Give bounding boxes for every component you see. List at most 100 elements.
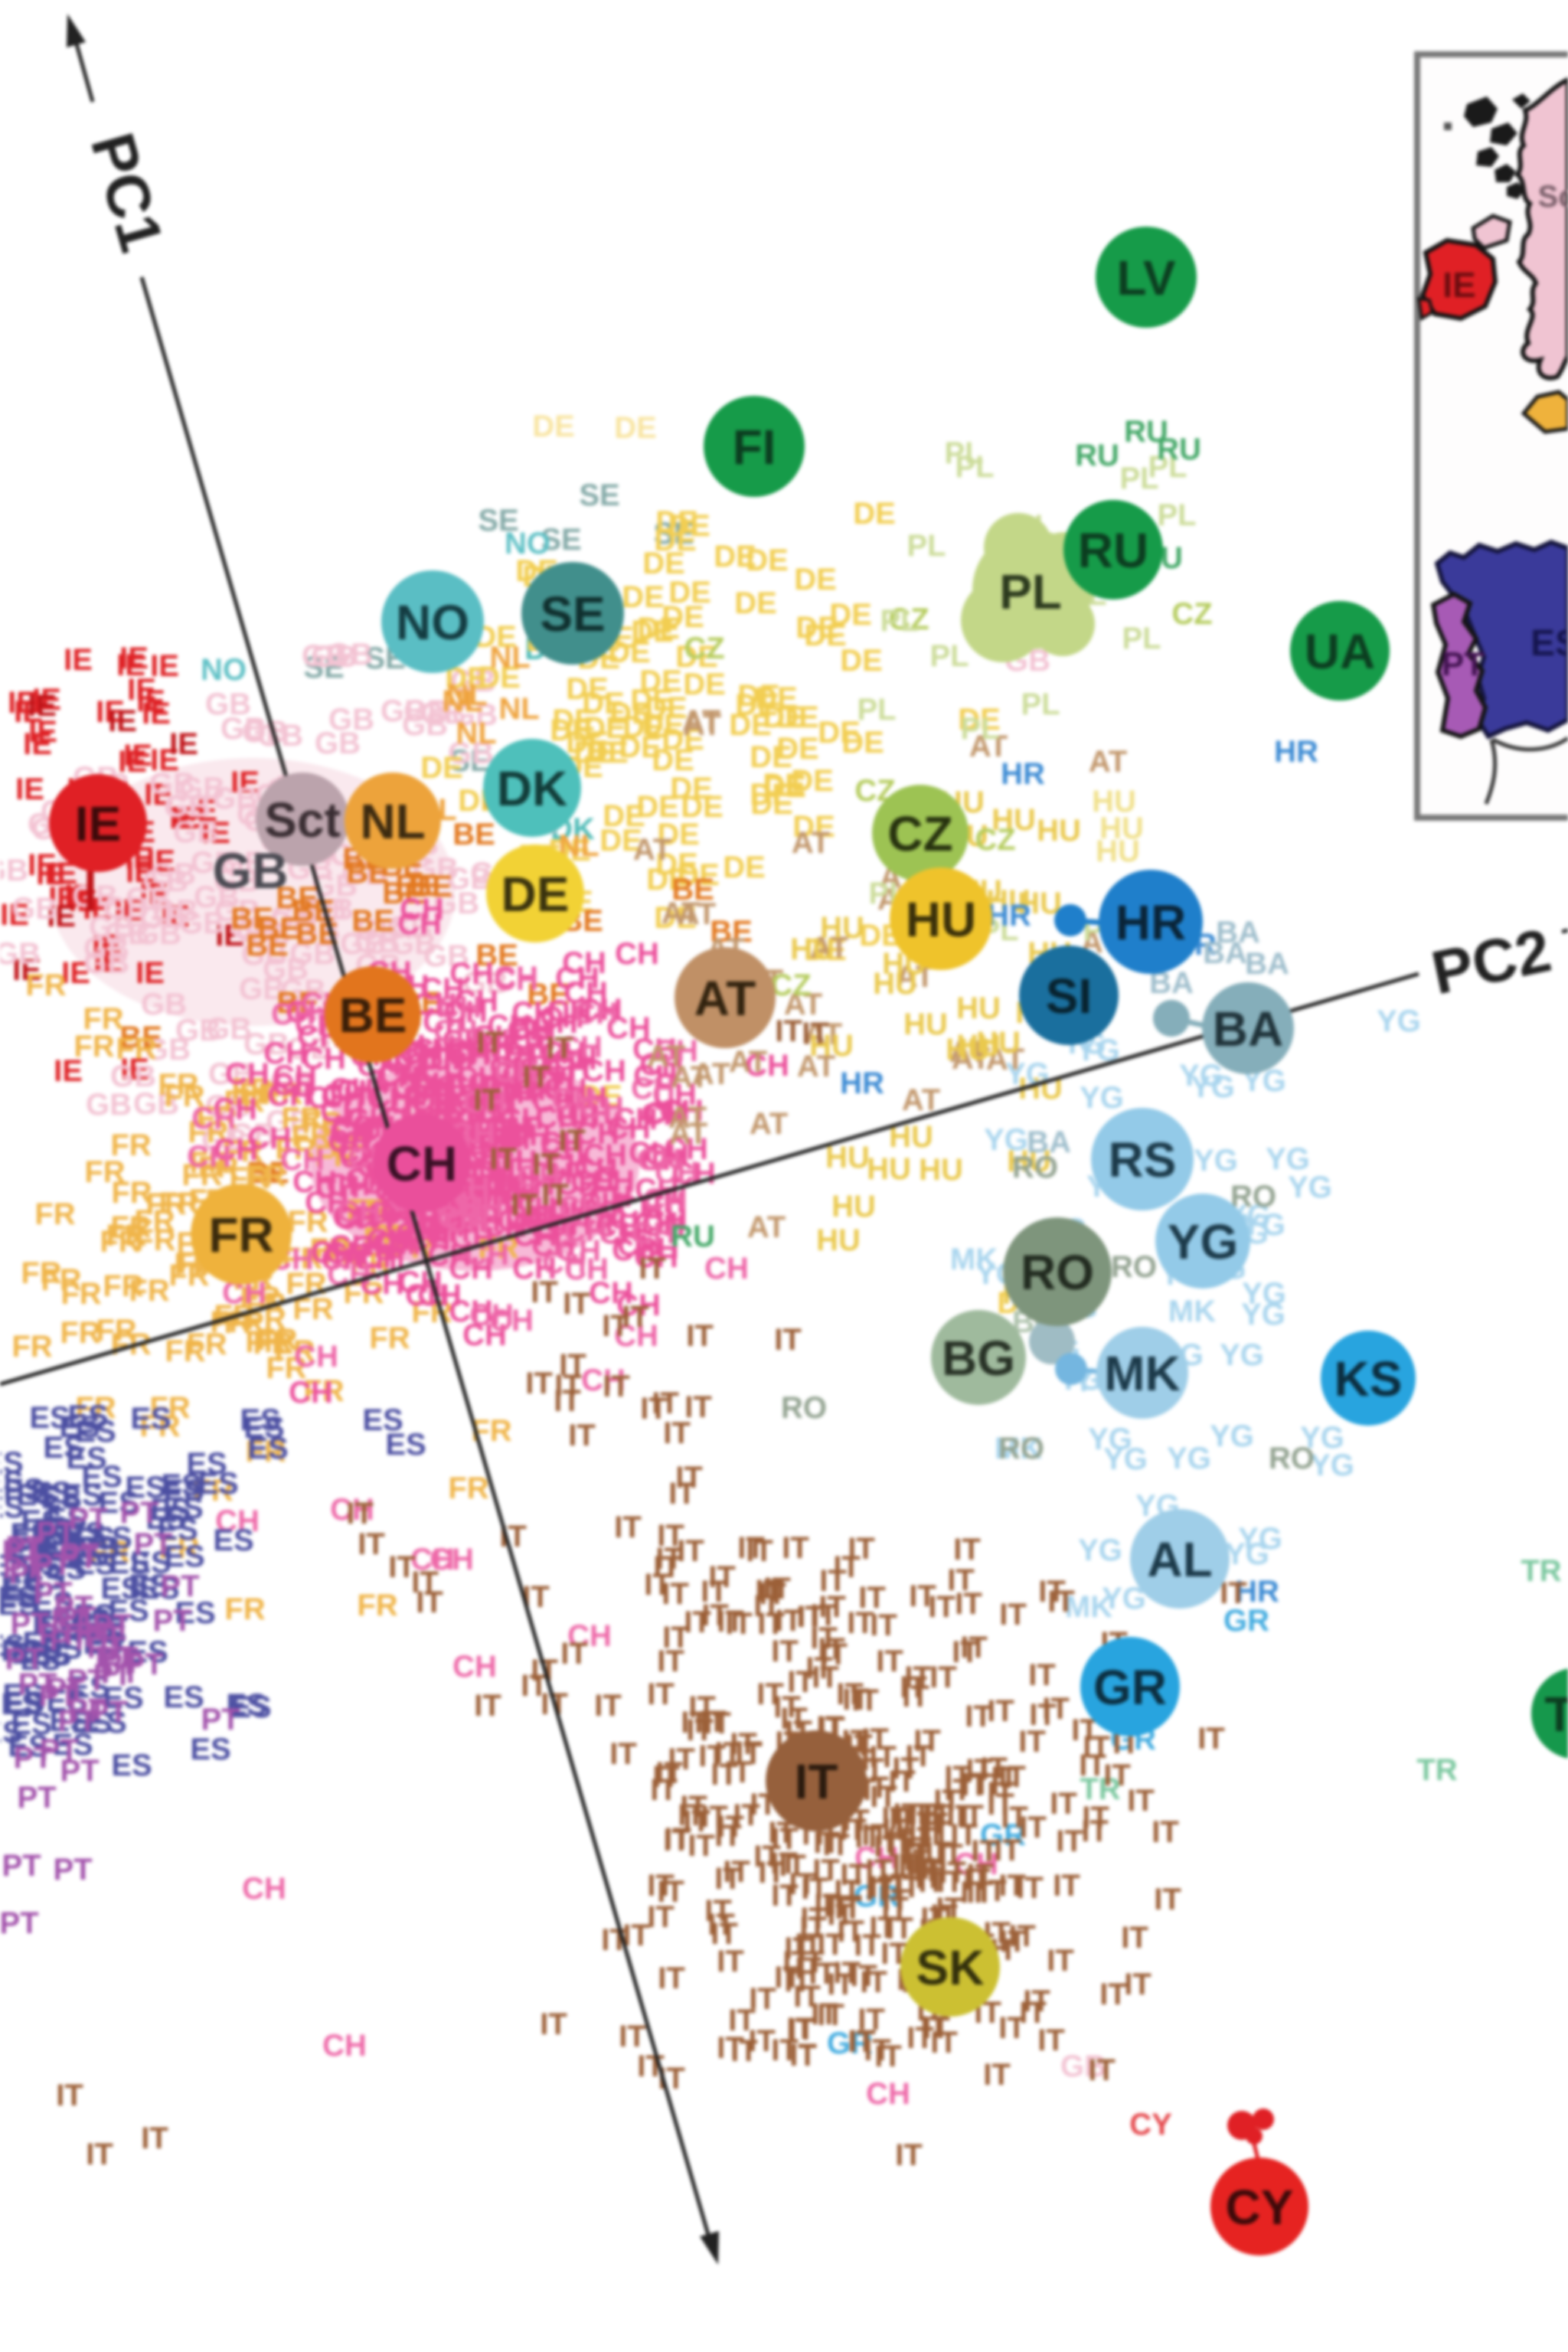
svg-text:IT: IT [1152,1815,1179,1849]
svg-text:AT: AT [633,833,671,867]
svg-text:DE: DE [841,726,884,760]
svg-text:CZ: CZ [770,969,811,1002]
svg-text:IT: IT [810,1599,838,1632]
svg-text:IT: IT [786,2012,814,2046]
svg-text:DE: DE [582,687,625,720]
svg-text:GB: GB [271,900,317,934]
svg-text:DE: DE [714,540,756,573]
svg-text:Sct: Sct [264,792,341,848]
svg-text:SE: SE [541,523,581,557]
svg-text:FR: FR [106,1219,146,1253]
svg-text:IE: IE [23,727,52,761]
svg-text:CH: CH [467,1067,511,1101]
svg-text:CH: CH [325,1236,369,1270]
svg-text:CZ: CZ [975,823,1015,857]
svg-text:CH: CH [462,1318,507,1352]
svg-text:GB: GB [242,715,288,749]
svg-text:CH: CH [573,1152,618,1186]
svg-text:CH: CH [320,1095,364,1129]
svg-text:DE: DE [599,824,642,858]
svg-text:HU: HU [1096,835,1140,868]
svg-text:DE: DE [645,691,688,725]
svg-text:IT: IT [473,1083,501,1117]
svg-text:IE: IE [36,858,65,891]
svg-text:IT: IT [728,2004,756,2037]
svg-text:DE: DE [818,716,861,750]
svg-text:IT: IT [680,1790,707,1824]
svg-text:PT: PT [201,1703,240,1736]
svg-text:YG: YG [1266,1142,1310,1176]
svg-text:CH: CH [555,962,599,995]
svg-text:GB: GB [327,638,373,671]
svg-text:GB: GB [152,894,198,928]
svg-text:IT: IT [906,2021,934,2055]
svg-text:GB: GB [179,906,225,940]
svg-text:IT: IT [86,2138,113,2171]
svg-text:CH: CH [541,1133,585,1167]
svg-text:CH: CH [469,1298,514,1332]
svg-text:IE: IE [0,898,29,932]
svg-text:DE: DE [750,787,793,821]
svg-text:IE: IE [1442,265,1475,305]
svg-text:IT: IT [771,1635,799,1668]
svg-text:CH: CH [420,1043,465,1076]
svg-text:CH: CH [322,1078,367,1112]
svg-text:CH: CH [472,1028,516,1062]
svg-text:DE: DE [675,640,718,674]
svg-text:DE: DE [763,768,805,802]
svg-text:FR: FR [322,1237,363,1271]
svg-text:IE: IE [114,893,143,927]
svg-text:IE: IE [64,643,93,677]
svg-text:CH: CH [446,1032,490,1066]
svg-text:FR: FR [266,1351,306,1385]
svg-text:DE: DE [642,708,684,742]
svg-text:DE: DE [586,736,629,769]
svg-text:IT: IT [1019,1996,1047,2030]
svg-text:RO: RO [1269,1442,1315,1475]
svg-text:PL: PL [880,604,919,638]
svg-text:CH: CH [540,1126,584,1160]
svg-text:IT: IT [622,1300,649,1334]
svg-text:CH: CH [518,1052,562,1086]
svg-text:CH: CH [430,1043,474,1076]
svg-text:YG: YG [1191,1070,1235,1104]
svg-text:PT: PT [53,1853,92,1886]
svg-text:IE: IE [161,900,190,933]
svg-text:GB: GB [450,665,496,698]
svg-text:IT: IT [860,1965,887,1999]
svg-text:IT: IT [746,1534,773,1568]
svg-text:DE: DE [573,736,616,769]
svg-text:DE: DE [737,679,780,713]
svg-text:CH: CH [541,1036,586,1070]
svg-text:IT: IT [965,1700,992,1733]
svg-text:PT: PT [119,1496,158,1530]
svg-text:DE: DE [853,497,896,531]
svg-text:IT: IT [511,1188,538,1222]
svg-text:IT: IT [1050,1787,1077,1821]
svg-text:CH: CH [187,1140,231,1174]
svg-text:CH: CH [267,1079,312,1112]
svg-text:IE: IE [215,919,244,952]
svg-text:CH: CH [191,1102,236,1135]
svg-text:PL: PL [1119,462,1158,495]
svg-text:FR: FR [149,1391,190,1425]
svg-text:ES: ES [385,1428,426,1462]
svg-text:PT: PT [2,1849,41,1883]
svg-text:IE: IE [47,900,76,933]
svg-text:FR: FR [224,1592,265,1626]
svg-text:CH: CH [247,1122,292,1155]
svg-text:IT: IT [1124,1968,1152,2001]
svg-text:CH: CH [515,1073,560,1107]
svg-text:IT: IT [901,1837,929,1870]
svg-text:FR: FR [198,1151,238,1184]
svg-text:ES: ES [190,1733,230,1766]
svg-text:FR: FR [60,1277,101,1311]
svg-text:IT: IT [795,1754,838,1809]
svg-text:CH: CH [446,1195,491,1229]
svg-text:MK: MK [950,1243,998,1276]
svg-text:FR: FR [103,1269,143,1303]
svg-text:IE: IE [120,1053,149,1086]
svg-text:GB: GB [266,1105,312,1138]
svg-text:PT: PT [1442,645,1485,683]
svg-text:IT: IT [1028,1658,1056,1692]
